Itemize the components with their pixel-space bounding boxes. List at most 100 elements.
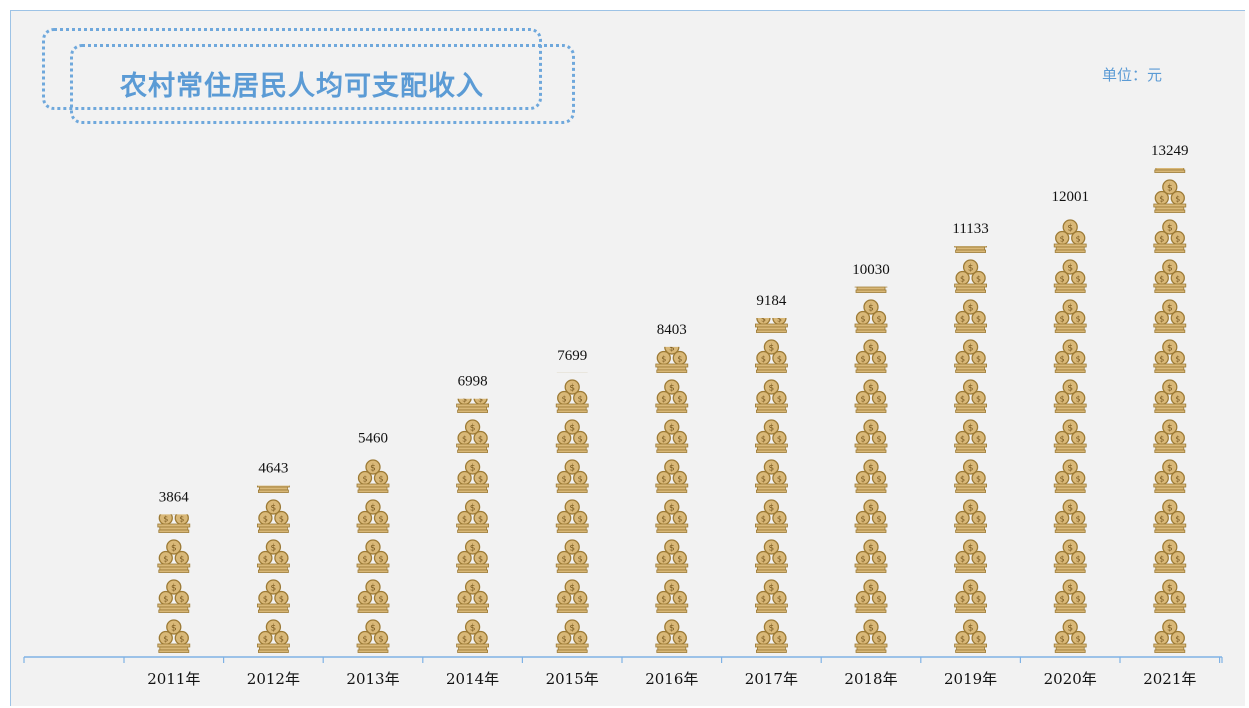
coin-stack-icon — [655, 579, 689, 614]
coin-stack-icon — [257, 420, 289, 453]
coin-stack-icon — [1053, 299, 1087, 334]
coin-stack-icon — [953, 619, 988, 654]
coin-stack-icon — [1053, 219, 1087, 254]
coin-stack-icon — [455, 459, 490, 494]
coin-stack-icon — [1053, 539, 1087, 574]
coin-stack-icon — [555, 379, 589, 414]
coin-stack-icon — [655, 499, 689, 534]
coin-stack-icon — [754, 379, 789, 414]
coin-stack-icon — [555, 619, 589, 654]
x-tick-label-2011年: 2011年 — [147, 670, 200, 688]
data-label-2018年: 10030 — [852, 262, 890, 278]
coin-stack-icon — [357, 380, 389, 413]
coin-stack-icon — [1153, 299, 1187, 334]
coin-stack-icon — [457, 340, 489, 373]
bar-2019年 — [953, 180, 988, 654]
coin-stack-icon — [1153, 579, 1187, 614]
coin-stack-icon — [655, 459, 689, 494]
bar-2016年 — [655, 346, 689, 654]
coin-stack-icon — [455, 539, 490, 574]
x-tick-label-2012年: 2012年 — [247, 670, 300, 688]
coin-stack-icon — [256, 619, 291, 654]
chart-frame — [10, 10, 1245, 706]
coin-stack-icon — [157, 619, 191, 654]
coin-stack-icon — [955, 180, 987, 213]
coin-stack-icon — [655, 619, 689, 654]
coin-stack-icon — [1153, 499, 1187, 534]
coin-stack-icon — [854, 379, 888, 414]
coin-stack-icon — [854, 619, 888, 654]
coin-stack-icon — [555, 419, 589, 454]
coin-stack-icon — [655, 379, 689, 414]
data-label-2015年: 7699 — [557, 348, 587, 364]
coin-stack-icon — [356, 459, 390, 494]
coin-stack-icon — [256, 499, 291, 534]
coin-stack-icon — [953, 539, 988, 574]
coin-stack-icon — [1153, 259, 1187, 294]
x-tick-label-2016年: 2016年 — [645, 670, 698, 688]
coin-stack-icon — [754, 539, 789, 574]
coin-stack-icon — [754, 459, 789, 494]
bar-2020年 — [1053, 140, 1087, 654]
coin-stack-icon — [356, 539, 390, 574]
coin-stack-icon — [157, 539, 191, 574]
coin-stack-icon — [953, 339, 988, 374]
coin-stack-icon — [455, 499, 490, 534]
coin-stack-icon — [655, 346, 689, 374]
coin-stack-icon — [455, 579, 490, 614]
coin-stack-icon — [754, 339, 789, 374]
coin-stack-icon — [157, 579, 191, 614]
coin-stack-icon — [1053, 419, 1087, 454]
coin-stack-icon — [1153, 619, 1187, 654]
coin-stack-icon — [854, 459, 888, 494]
bar-2017年 — [754, 318, 789, 654]
data-label-2012年: 4643 — [258, 461, 288, 477]
coin-stack-icon — [1153, 219, 1187, 254]
coin-stack-icon — [953, 459, 988, 494]
coin-stack-icon — [1053, 459, 1087, 494]
coin-stack-icon — [953, 579, 988, 614]
coin-stack-icon — [1053, 499, 1087, 534]
coin-stack-icon — [256, 539, 291, 574]
coin-stack-icon — [854, 499, 888, 534]
chart-title: 农村常住居民人均可支配收入 — [120, 71, 484, 102]
coin-stack-icon — [655, 539, 689, 574]
coin-stack-icon — [1154, 100, 1186, 133]
data-label-2019年: 11133 — [952, 221, 988, 237]
coin-stack-icon — [556, 300, 588, 333]
coin-stack-icon — [754, 579, 789, 614]
coin-stack-icon — [1054, 140, 1086, 173]
x-tick-label-2017年: 2017年 — [745, 670, 798, 688]
data-label-2017年: 9184 — [756, 293, 787, 309]
coin-stack-icon — [854, 419, 888, 454]
coin-stack-icon — [855, 220, 887, 253]
coin-stack-icon — [455, 419, 490, 454]
data-label-2020年: 12001 — [1051, 189, 1089, 205]
coin-stack-icon — [854, 339, 888, 374]
coin-stack-icon — [356, 499, 390, 534]
x-tick-label-2021年: 2021年 — [1143, 670, 1196, 688]
data-label-2014年: 6998 — [458, 374, 488, 390]
data-label-2016年: 8403 — [657, 322, 687, 338]
coin-stack-icon — [854, 539, 888, 574]
coin-stack-icon — [1153, 459, 1187, 494]
coin-stack-icon — [356, 619, 390, 654]
coin-stack-icon — [555, 499, 589, 534]
coin-stack-icon — [953, 379, 988, 414]
data-label-2011年: 3864 — [159, 489, 190, 505]
coin-stack-icon — [555, 539, 589, 574]
bar-2018年 — [854, 220, 888, 654]
coin-stack-icon — [854, 299, 888, 334]
coin-stack-icon — [1053, 579, 1087, 614]
coin-stack-icon — [1153, 179, 1187, 214]
bar-2013年 — [356, 380, 390, 654]
unit-label: 单位：元 — [1102, 66, 1163, 84]
coin-stack-icon — [754, 619, 789, 654]
bar-2012年 — [256, 420, 291, 654]
title-frame-outer — [42, 28, 542, 110]
bar-2021年 — [1153, 100, 1187, 654]
coin-stack-icon — [1053, 619, 1087, 654]
x-tick-label-2013年: 2013年 — [346, 670, 399, 688]
coin-stack-icon — [754, 499, 789, 534]
